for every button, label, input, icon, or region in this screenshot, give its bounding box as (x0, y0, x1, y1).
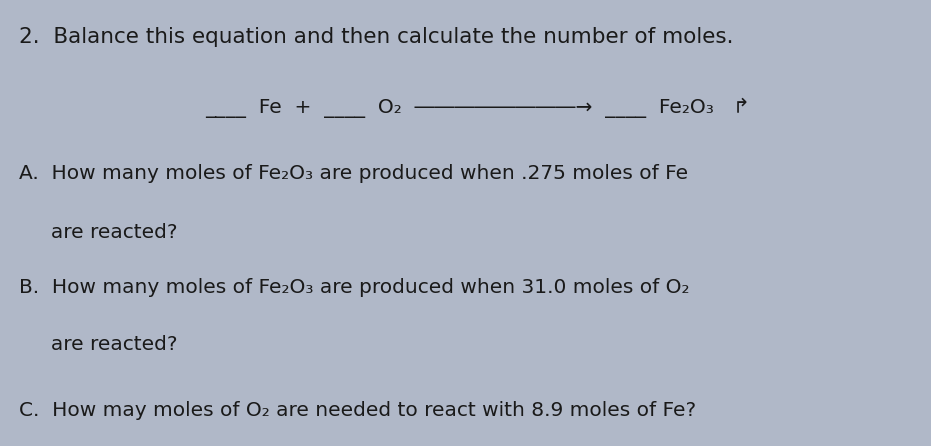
Text: C.  How may moles of O₂ are needed to react with 8.9 moles of Fe?: C. How may moles of O₂ are needed to rea… (20, 401, 696, 421)
Text: are reacted?: are reacted? (20, 223, 178, 242)
Text: A.  How many moles of Fe₂O₃ are produced when .275 moles of Fe: A. How many moles of Fe₂O₃ are produced … (20, 164, 688, 182)
Text: 2.  Balance this equation and then calculate the number of moles.: 2. Balance this equation and then calcul… (20, 27, 734, 47)
Text: ____  Fe  +  ____  O₂  ――――――――→  ____  Fe₂O₃   ↱: ____ Fe + ____ O₂ ――――――――→ ____ Fe₂O₃ ↱ (205, 98, 750, 118)
Text: B.  How many moles of Fe₂O₃ are produced when 31.0 moles of O₂: B. How many moles of Fe₂O₃ are produced … (20, 278, 690, 297)
Text: are reacted?: are reacted? (20, 335, 178, 354)
